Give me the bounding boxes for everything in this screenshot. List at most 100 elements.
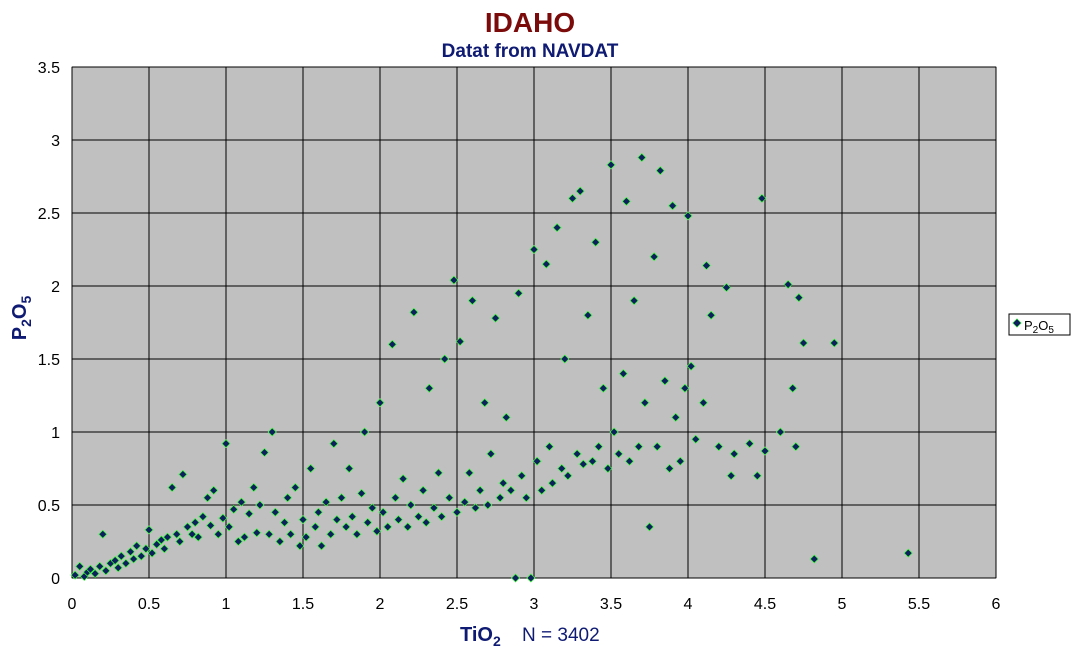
x-tick-label: 5.5 [908,596,930,613]
x-axis-label-main: TiO [460,624,493,646]
data-point [255,500,265,510]
data-point [260,447,269,457]
y-axis-label: P2O5 [9,296,34,341]
data-point [541,259,551,269]
y-tick-label: 1 [51,425,60,442]
data-point [295,541,305,551]
data-point [144,525,154,535]
data-point [301,532,311,542]
data-point [275,537,285,546]
x-axis-label-sub: 2 [493,633,501,648]
data-point [637,153,647,163]
data-point [552,223,562,233]
data-point [198,512,208,522]
data-point [714,442,724,452]
data-point [583,310,593,320]
data-point [544,442,554,452]
data-point [357,488,367,498]
y-tick-label: 1.5 [38,352,60,369]
data-point [363,518,373,528]
data-point [680,383,690,393]
x-tick-label: 4 [684,596,693,613]
data-point [326,529,336,539]
data-point [221,439,231,449]
data-point [341,522,351,532]
data-point [788,383,798,393]
data-point [640,398,650,408]
data-point [172,529,182,539]
data-point [606,160,616,170]
data-point [95,561,105,571]
data-point [141,544,151,554]
data-point [757,193,767,203]
data-point [598,383,608,393]
data-point [645,522,654,532]
data-point [352,529,362,539]
legend: P2O5 [1008,313,1071,336]
data-point [434,468,444,478]
data-point [483,500,493,510]
legend-label-sub-5: 5 [1048,325,1054,336]
data-point [475,485,485,495]
data-point [403,522,413,532]
data-point [129,554,139,564]
data-point [726,471,736,481]
legend-label-o: O [1038,318,1048,333]
data-point [498,478,508,488]
data-point [618,369,628,379]
legend-label: P2O5 [1024,318,1054,336]
y-axis-label-o: O [9,304,31,320]
data-point [378,507,388,517]
y-axis-label-sub-5: 5 [18,296,34,304]
legend-label-sub-2: 2 [1033,325,1039,336]
data-point [501,412,511,422]
data-point [298,515,308,525]
data-point [563,471,573,481]
data-points [70,153,913,583]
data-point [332,515,342,525]
data-point [572,449,582,459]
y-tick-label: 0 [51,571,60,588]
data-point [116,551,126,561]
data-point [829,338,839,348]
data-point [249,482,259,492]
data-point [437,512,447,522]
data-point [557,464,567,473]
data-point [252,528,262,538]
data-point [783,280,793,290]
data-point [614,449,624,459]
x-tick-label: 1 [222,596,231,613]
data-point [686,361,696,371]
y-axis-ticks: 0 0.5 1 1.5 2 2.5 3 3.5 [38,60,60,588]
data-point [414,512,423,522]
data-point [306,464,316,473]
data-point [706,310,716,320]
data-point [393,515,403,525]
data-point [190,518,200,528]
data-point [506,485,516,495]
data-point [629,296,639,306]
data-point [162,532,172,542]
legend-marker [1012,318,1022,328]
data-point [310,522,320,532]
data-point [101,566,111,576]
data-point [429,503,439,513]
data-point [460,497,470,507]
data-point [421,518,431,528]
data-point [655,166,665,176]
grid-lines [71,66,997,579]
data-point [449,275,459,285]
data-point [514,288,524,298]
x-tick-label: 0 [68,596,77,613]
x-tick-label: 2 [376,596,385,613]
data-point [775,427,785,437]
data-point [187,529,197,539]
data-point [729,449,739,459]
data-point [360,427,370,437]
data-point [486,449,496,459]
data-point [110,555,120,565]
data-point [671,412,681,422]
x-tick-label: 5 [838,596,847,613]
data-point [316,541,326,551]
data-point [98,529,108,539]
